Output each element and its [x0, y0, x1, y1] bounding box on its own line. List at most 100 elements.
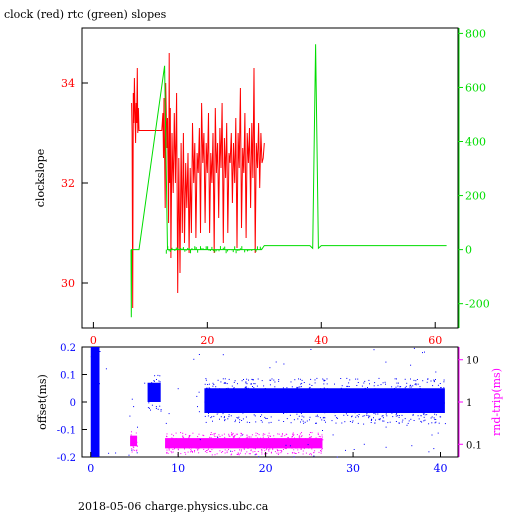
magenta-dot [224, 438, 226, 440]
blue-dot [396, 382, 398, 384]
blue-dot [241, 420, 243, 421]
magenta-dot [228, 442, 230, 444]
blue-dot [260, 416, 261, 417]
magenta-dot [312, 439, 314, 440]
blue-dot [154, 394, 156, 396]
blue-dot [207, 384, 209, 385]
magenta-dot [131, 431, 132, 433]
blue-dot [252, 394, 254, 396]
blue-outlier-dot [426, 381, 428, 383]
magenta-dot [188, 437, 190, 439]
blue-dot [381, 401, 383, 403]
blue-dot [273, 379, 275, 381]
bottom-left-tick-label-1: -0.1 [57, 426, 76, 437]
blue-dot [314, 382, 316, 384]
magenta-dot [237, 433, 238, 435]
blue-dot [430, 403, 431, 405]
blue-dot [235, 399, 237, 401]
blue-dot [274, 411, 276, 412]
blue-dot [90, 356, 92, 358]
magenta-dot [231, 432, 232, 434]
magenta-dot [135, 432, 137, 434]
blue-dot [273, 396, 275, 398]
magenta-dot [210, 432, 212, 434]
blue-dot [217, 379, 219, 381]
blue-dot [288, 396, 290, 398]
blue-dot [288, 392, 290, 394]
magenta-dot [170, 445, 172, 446]
blue-dot [207, 415, 209, 417]
blue-dot [261, 421, 263, 423]
magenta-dot [283, 446, 285, 448]
blue-dot [351, 393, 353, 395]
blue-dot [400, 398, 402, 400]
magenta-dot [318, 451, 320, 453]
blue-band-0 [90, 347, 100, 457]
magenta-dot [276, 449, 278, 451]
bottom-left-tick-label-4: 0.2 [60, 343, 76, 354]
blue-dot [385, 383, 386, 385]
magenta-dot [172, 439, 174, 441]
magenta-dot [237, 452, 239, 454]
magenta-dot [321, 444, 323, 446]
blue-dot [413, 408, 415, 410]
blue-dot [299, 378, 301, 380]
blue-dot [352, 409, 354, 411]
blue-dot [209, 388, 211, 390]
blue-outlier-dot [309, 409, 311, 411]
blue-dot [413, 379, 415, 381]
blue-outlier-dot [115, 452, 117, 454]
magenta-dot [305, 444, 307, 446]
blue-dot [390, 390, 392, 392]
blue-dot [340, 409, 342, 411]
magenta-dot [287, 444, 289, 446]
blue-dot [395, 413, 397, 415]
blue-dot [315, 422, 316, 424]
blue-dot [287, 402, 289, 404]
magenta-dot [180, 453, 182, 455]
magenta-dot [166, 436, 168, 438]
blue-dot [281, 408, 283, 410]
blue-dot [313, 410, 315, 412]
blue-dot [347, 391, 349, 393]
blue-dot [335, 396, 337, 398]
blue-outlier-dot [223, 417, 225, 419]
magenta-dot [311, 454, 312, 456]
blue-outlier-dot [379, 394, 381, 395]
footer-text: 2018-05-06 charge.physics.ubc.ca [78, 500, 269, 512]
blue-dot [390, 401, 392, 403]
blue-dot [154, 392, 156, 394]
blue-dot [345, 395, 347, 396]
blue-dot [325, 402, 327, 404]
blue-dot [359, 397, 360, 399]
blue-dot [159, 381, 161, 383]
magenta-dot [232, 433, 234, 435]
magenta-dot [248, 438, 250, 440]
blue-dot [159, 405, 161, 407]
blue-outlier-dot [129, 415, 131, 417]
blue-dot [291, 402, 293, 404]
blue-dot [217, 412, 219, 414]
blue-dot [366, 413, 368, 415]
magenta-dot [246, 437, 248, 439]
magenta-dot [166, 452, 167, 454]
magenta-dot [295, 453, 297, 454]
magenta-dot [200, 445, 201, 447]
magenta-dot [298, 445, 300, 447]
blue-dot [270, 416, 272, 418]
blue-dot [291, 407, 293, 409]
blue-outlier-dot [131, 449, 133, 451]
blue-dot [347, 385, 349, 387]
magenta-dot [199, 438, 201, 440]
blue-dot [301, 419, 303, 421]
blue-outlier-dot [285, 444, 287, 446]
magenta-dot [301, 435, 303, 437]
magenta-dot [317, 432, 319, 434]
blue-dot [310, 378, 312, 380]
magenta-dot [278, 433, 280, 435]
blue-dot [433, 379, 435, 381]
blue-dot [250, 398, 252, 400]
blue-dot [300, 386, 302, 388]
top-right-axis: -200 0 200 400 600 800 [458, 27, 490, 328]
magenta-dot [313, 452, 315, 454]
